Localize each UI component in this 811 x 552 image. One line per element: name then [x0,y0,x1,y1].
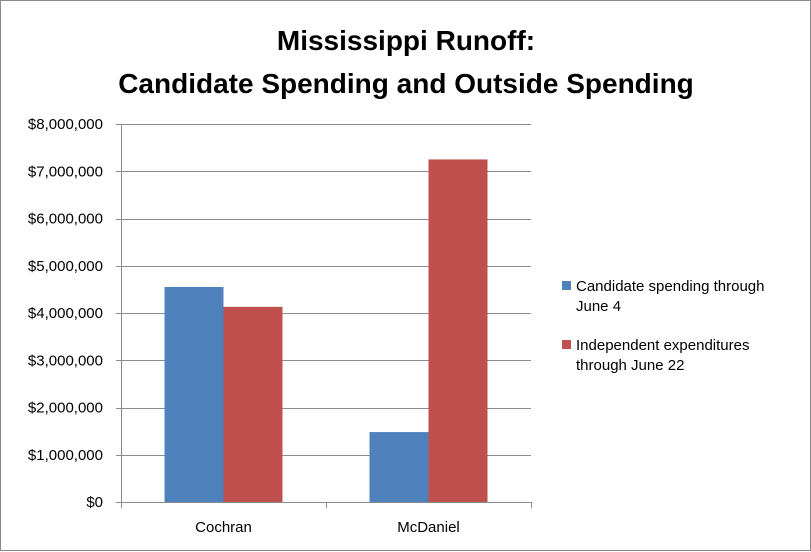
bar-cochran-series-1 [164,287,224,502]
y-tick-label: $2,000,000 [28,400,103,417]
x-axis-ticks: Cochran McDaniel [121,502,532,536]
legend-swatch [562,281,571,290]
legend-label: June 4 [576,298,621,315]
y-tick-label: $5,000,000 [28,258,103,275]
legend-swatch [562,340,571,349]
y-tick-label: $6,000,000 [28,211,103,228]
y-axis-ticks: $0 $1,000,000 $2,000,000 $3,000,000 $4,000,0… [28,116,121,511]
legend: Candidate spending through June 4 Independ… [562,278,764,374]
axes [116,124,531,503]
x-tick-label: McDaniel [397,519,460,536]
legend-label: through June 22 [576,357,684,374]
chart-title-line-2: Candidate Spending and Outside Spending [118,68,694,99]
legend-label: Independent expenditures [576,337,749,354]
bar-mcdaniel-series-1 [369,432,429,502]
legend-label: Candidate spending through [576,278,764,295]
x-tick-label: Cochran [195,519,252,536]
y-tick-label: $3,000,000 [28,352,103,369]
y-tick-label: $7,000,000 [28,163,103,180]
chart-title: Mississippi Runoff: Candidate Spending a… [118,25,694,99]
y-tick-label: $1,000,000 [28,447,103,464]
bar-cochran-series-2 [223,306,283,502]
y-tick-label: $8,000,000 [28,116,103,133]
y-tick-label: $0 [86,494,103,511]
chart-title-line-1: Mississippi Runoff: [277,25,535,56]
bars [164,159,488,502]
y-tick-label: $4,000,000 [28,305,103,322]
bar-mcdaniel-series-2 [428,159,488,502]
